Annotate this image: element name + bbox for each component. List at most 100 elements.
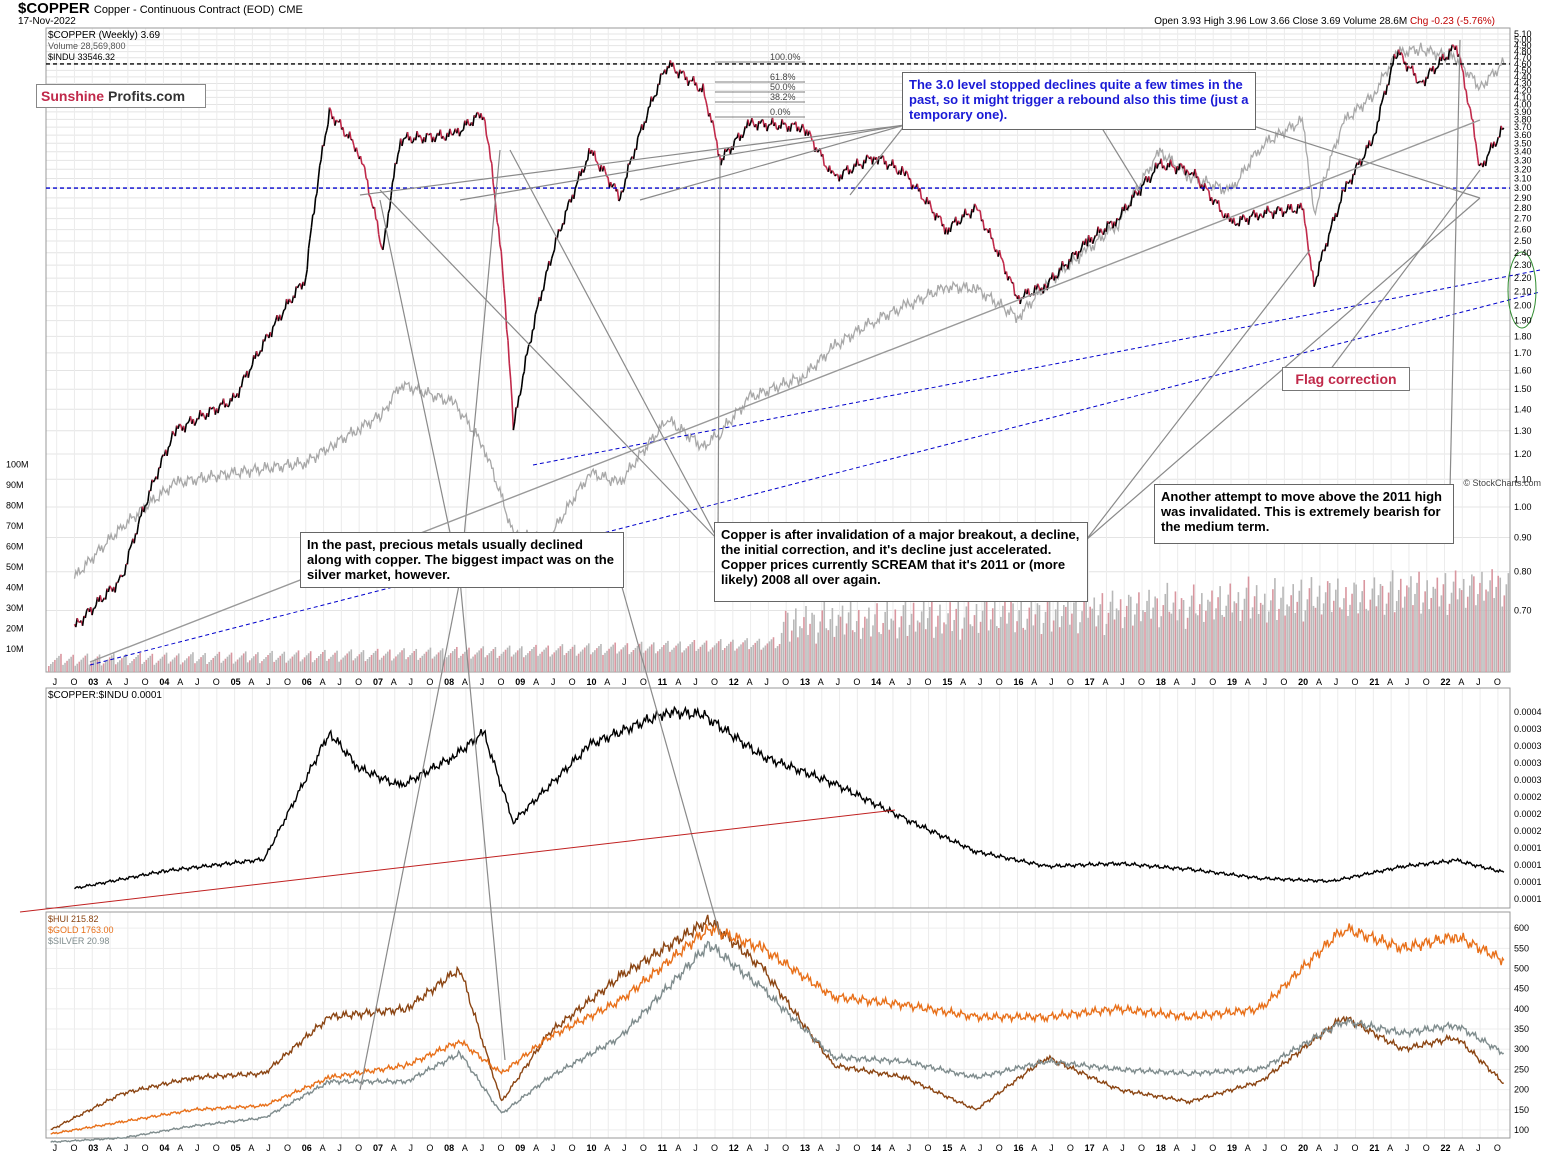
x-tick: O — [853, 677, 860, 687]
volume-bar — [894, 609, 897, 672]
volume-bar — [1371, 588, 1374, 672]
volume-bar — [957, 597, 960, 672]
copper-bar — [355, 147, 359, 155]
volume-bar — [835, 625, 838, 672]
volume-bar — [1440, 595, 1443, 672]
volume-bar — [551, 654, 554, 672]
copper-bar — [500, 251, 504, 271]
x-tick: O — [1067, 1143, 1074, 1153]
copper-bar — [975, 206, 979, 211]
volume-bar — [96, 656, 99, 672]
copper-bar — [1232, 217, 1236, 226]
volume-bar — [1026, 618, 1029, 672]
copper-bar — [623, 178, 627, 189]
volume-bar — [1418, 571, 1420, 672]
volume-bar — [845, 623, 848, 672]
volume-bar — [829, 619, 832, 672]
volume-bar — [518, 648, 521, 672]
volume-bar — [1085, 588, 1087, 672]
volume-bar — [1071, 613, 1073, 672]
copper-bar — [879, 156, 883, 160]
volume-bar — [48, 666, 50, 672]
y-tick-ratio: 0.0001 — [1514, 894, 1542, 904]
y-tick-metals: 600 — [1514, 923, 1529, 933]
copper-bar — [1008, 275, 1012, 279]
x-tick: A — [747, 677, 753, 687]
x-tick: J — [337, 1143, 342, 1153]
copper-bar — [1466, 102, 1470, 106]
copper-bar — [193, 422, 197, 426]
copper-bar — [973, 203, 977, 207]
copper-bar — [549, 258, 553, 266]
volume-bar — [512, 654, 515, 672]
volume-bar — [533, 646, 535, 672]
volume-bar — [1495, 586, 1497, 672]
x-tick: A — [889, 677, 895, 687]
volume-bar — [778, 644, 781, 672]
volume-bar — [1081, 611, 1083, 672]
copper-bar — [606, 175, 609, 178]
volume-bar — [1054, 609, 1057, 672]
volume-bar — [285, 662, 288, 672]
axis-ticks: 0.70 0.80 0.90 1.00 1.10 1.20 1.30 1.40 1.50 1.60… — [6, 29, 1542, 1153]
copper-bar — [1069, 252, 1073, 262]
copper-bar — [1424, 76, 1428, 87]
volume-bar — [726, 645, 728, 672]
volume-bar — [1290, 595, 1292, 672]
copper-bar — [386, 213, 390, 228]
volume-bar — [565, 653, 568, 672]
x-tick: O — [355, 677, 362, 687]
volume-bar — [433, 656, 436, 672]
volume-bar — [882, 622, 884, 672]
volume-bar — [417, 659, 420, 672]
volume-bar — [240, 655, 243, 672]
copper-bar — [930, 207, 934, 214]
copper-bar — [784, 122, 787, 126]
y-tick-copper: 3.70 — [1514, 122, 1532, 132]
volume-bar — [1207, 599, 1209, 672]
copper-bar — [1189, 173, 1192, 176]
volume-bar — [1499, 577, 1502, 672]
volume-bar — [679, 641, 681, 672]
volume-bar — [244, 651, 247, 672]
volume-bar — [1326, 581, 1329, 672]
volume-bar — [129, 663, 131, 672]
copper-bar — [709, 113, 713, 123]
volume-bar — [368, 657, 371, 672]
x-tick: O — [284, 677, 291, 687]
volume-bar — [1377, 595, 1380, 672]
copper-bar — [1061, 260, 1065, 267]
y-tick-copper: 2.00 — [1514, 301, 1532, 311]
copper-bar — [288, 298, 292, 303]
volume-bar — [620, 649, 623, 672]
volume-bar — [273, 661, 275, 672]
volume-bar — [1127, 594, 1130, 672]
volume-bar — [638, 643, 641, 672]
x-tick: J — [409, 1143, 414, 1153]
volume-bar — [1091, 608, 1094, 672]
volume-bar — [216, 653, 219, 672]
copper-bar — [636, 133, 640, 138]
volume-bar — [1119, 599, 1122, 672]
volume-bar — [1328, 583, 1331, 672]
x-tick: O — [925, 1143, 932, 1153]
copper-bar — [1338, 201, 1342, 205]
copper-bar — [401, 138, 405, 147]
x-tick: 07 — [373, 1143, 383, 1153]
volume-bar — [1146, 600, 1148, 672]
volume-bar — [1276, 619, 1278, 672]
volume-bar — [291, 656, 294, 672]
volume-bar — [888, 629, 891, 672]
copper-bar — [1344, 181, 1348, 192]
copper-bar — [733, 137, 737, 141]
copper-bar — [1309, 256, 1313, 271]
volume-bar — [1278, 608, 1280, 672]
volume-bar — [395, 656, 397, 672]
volume-bar — [931, 595, 933, 672]
volume-bar — [1063, 604, 1065, 672]
x-tick: 10 — [586, 1143, 596, 1153]
y-tick-copper: 1.20 — [1514, 449, 1532, 459]
copper-bar — [1407, 65, 1411, 69]
volume-bar — [929, 607, 931, 672]
copper-bar — [1247, 215, 1251, 225]
